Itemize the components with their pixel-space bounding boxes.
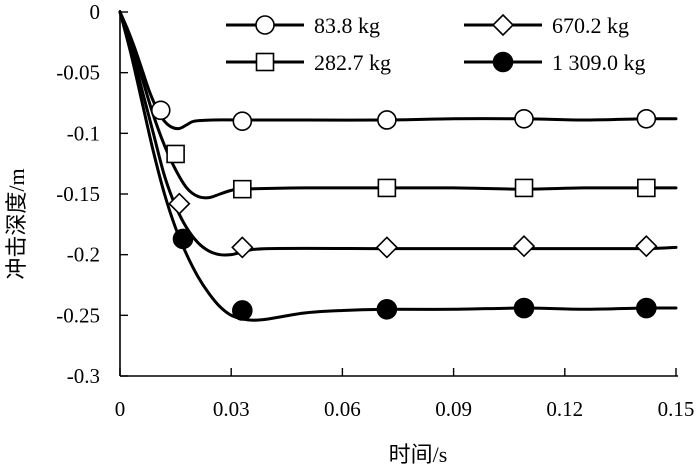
y-tick-label: -0.2 — [67, 243, 100, 267]
legend-entry: 282.7 kg — [226, 50, 391, 75]
x-tick-label: 0.03 — [213, 397, 250, 421]
series-3-point — [513, 297, 535, 319]
legend-label: 282.7 kg — [314, 50, 391, 75]
x-tick-label: 0.09 — [435, 397, 472, 421]
series-1-point — [637, 178, 656, 198]
series-0-point — [377, 110, 397, 130]
series-line-0 — [118, 10, 678, 131]
y-tick-label: -0.15 — [56, 182, 100, 206]
series-markers — [150, 100, 658, 321]
x-axis-title: 时间/s — [389, 442, 448, 467]
y-tick-label: -0.25 — [56, 303, 100, 327]
series-0-point — [232, 111, 253, 131]
legend-label: 670.2 kg — [552, 13, 629, 38]
series-2-point — [231, 236, 254, 259]
legend-label: 83.8 kg — [314, 13, 380, 38]
legend-marker — [492, 51, 514, 73]
series-1-point — [377, 178, 397, 198]
y-axis-title: 冲击深度/m — [4, 168, 29, 279]
series-1-point — [233, 179, 252, 199]
x-tick-label: 0 — [115, 397, 126, 421]
legend-marker — [255, 52, 275, 72]
series-0-point — [636, 108, 657, 129]
series-2-point — [375, 236, 399, 259]
series-2-point — [512, 235, 536, 258]
legend: 83.8 kg 670.2 kg 282.7 kg 1 309.0 kg — [226, 13, 646, 75]
y-tick-label: -0.3 — [67, 364, 100, 388]
series-3-point — [172, 228, 194, 250]
legend-marker — [255, 15, 275, 35]
series-2-point — [168, 192, 191, 215]
legend-entry: 83.8 kg — [226, 13, 380, 38]
x-tick-label: 0.15 — [658, 397, 695, 421]
x-axis-ticks: 0 0.03 0.06 0.09 0.12 0.15 — [115, 368, 695, 421]
x-tick-label: 0.12 — [546, 397, 583, 421]
series-0-point — [150, 100, 171, 121]
y-tick-label: 0 — [90, 0, 101, 24]
series-0-point — [514, 108, 534, 129]
series-line-1 — [118, 10, 678, 200]
y-tick-label: -0.1 — [67, 121, 100, 145]
series-2-point — [635, 235, 658, 258]
y-axis-ticks: 0 -0.05 -0.1 -0.15 -0.2 -0.25 -0.3 — [56, 0, 128, 388]
legend-entry: 1 309.0 kg — [464, 50, 646, 75]
series-1-point — [166, 144, 185, 164]
series-1-point — [514, 178, 534, 198]
series-3-point — [376, 298, 398, 320]
legend-label: 1 309.0 kg — [552, 50, 646, 75]
x-tick-label: 0.06 — [324, 397, 361, 421]
legend-entry: 670.2 kg — [464, 13, 629, 38]
series-line-2 — [118, 10, 678, 257]
series-3-point — [636, 297, 657, 319]
y-tick-label: -0.05 — [56, 61, 100, 85]
series-3-point — [232, 300, 253, 321]
legend-marker — [491, 13, 515, 37]
